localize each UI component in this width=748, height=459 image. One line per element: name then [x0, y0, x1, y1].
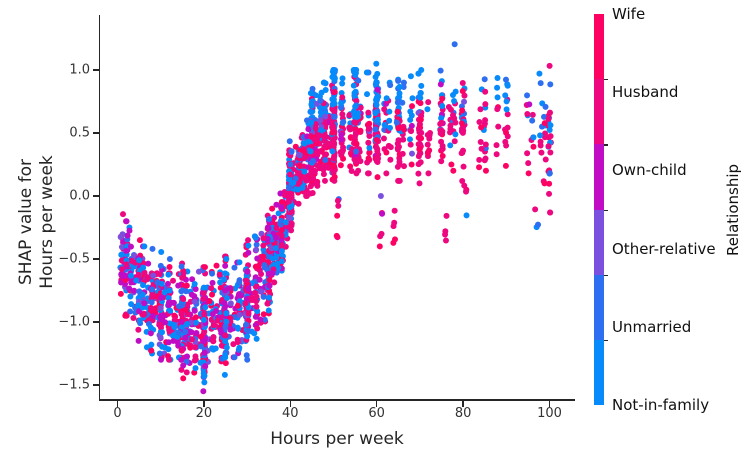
colorbar-tick [604, 339, 608, 342]
colorbar-tick [604, 209, 608, 211]
y-tick-mark [93, 195, 99, 197]
colorbar-band-wife [594, 14, 604, 80]
y-axis-label: SHAP value for Hours per week [16, 155, 58, 289]
colorbar-tick [604, 144, 608, 146]
colorbar-band-own-child [594, 144, 604, 210]
y-axis-label-line1: SHAP value for [16, 158, 36, 286]
colorbar-band-not-in-family [594, 339, 604, 406]
colorbar-label-other-relative: Other-relative [612, 239, 716, 258]
y-tick-mark [93, 321, 99, 323]
x-tick-label: 20 [195, 406, 213, 421]
x-tick-mark [548, 400, 551, 407]
x-tick-mark [203, 400, 205, 407]
y-tick-mark [93, 132, 99, 134]
x-tick-label: 40 [282, 406, 299, 421]
y-tick-mark [93, 258, 99, 260]
x-axis-label: Hours per week [270, 429, 404, 449]
y-tick-mark [93, 384, 99, 386]
y-tick-label: 1.0 [69, 62, 90, 78]
plot-area [100, 15, 575, 400]
colorbar-tick [604, 274, 608, 276]
colorbar-label-own-child: Own-child [612, 161, 687, 180]
scatter-points [100, 15, 575, 400]
x-tick-mark [376, 400, 378, 407]
colorbar-band-husband [594, 79, 604, 145]
x-tick-mark [116, 400, 119, 407]
colorbar-band-other-relative [594, 209, 604, 276]
y-tick-label: −0.5 [58, 251, 90, 267]
colorbar-label-husband: Husband [612, 83, 679, 102]
y-tick-label: −1.0 [58, 314, 90, 330]
y-tick-label: −1.5 [58, 377, 90, 393]
x-tick-label: 60 [368, 406, 385, 421]
y-tick-mark [93, 69, 99, 71]
x-tick-label: 100 [537, 406, 562, 421]
y-tick-label: 0.0 [69, 188, 90, 204]
x-tick-label: 80 [454, 406, 472, 421]
y-tick-label: 0.5 [69, 125, 90, 141]
colorbar-label-unmarried: Unmarried [612, 317, 692, 336]
y-axis-spine [99, 15, 101, 400]
x-tick-mark [289, 400, 291, 407]
colorbar-band-unmarried [594, 274, 604, 341]
x-tick-label: 0 [113, 406, 122, 421]
colorbar-label-not-in-family: Not-in-family [612, 396, 710, 414]
y-axis-label-line2: Hours per week [37, 155, 57, 289]
colorbar-title: Relationship [724, 163, 742, 257]
colorbar-tick [604, 79, 608, 81]
x-tick-mark [462, 400, 464, 407]
colorbar-gradient [594, 14, 608, 406]
colorbar-label-wife: Wife [612, 5, 646, 23]
x-axis-spine [99, 399, 575, 401]
